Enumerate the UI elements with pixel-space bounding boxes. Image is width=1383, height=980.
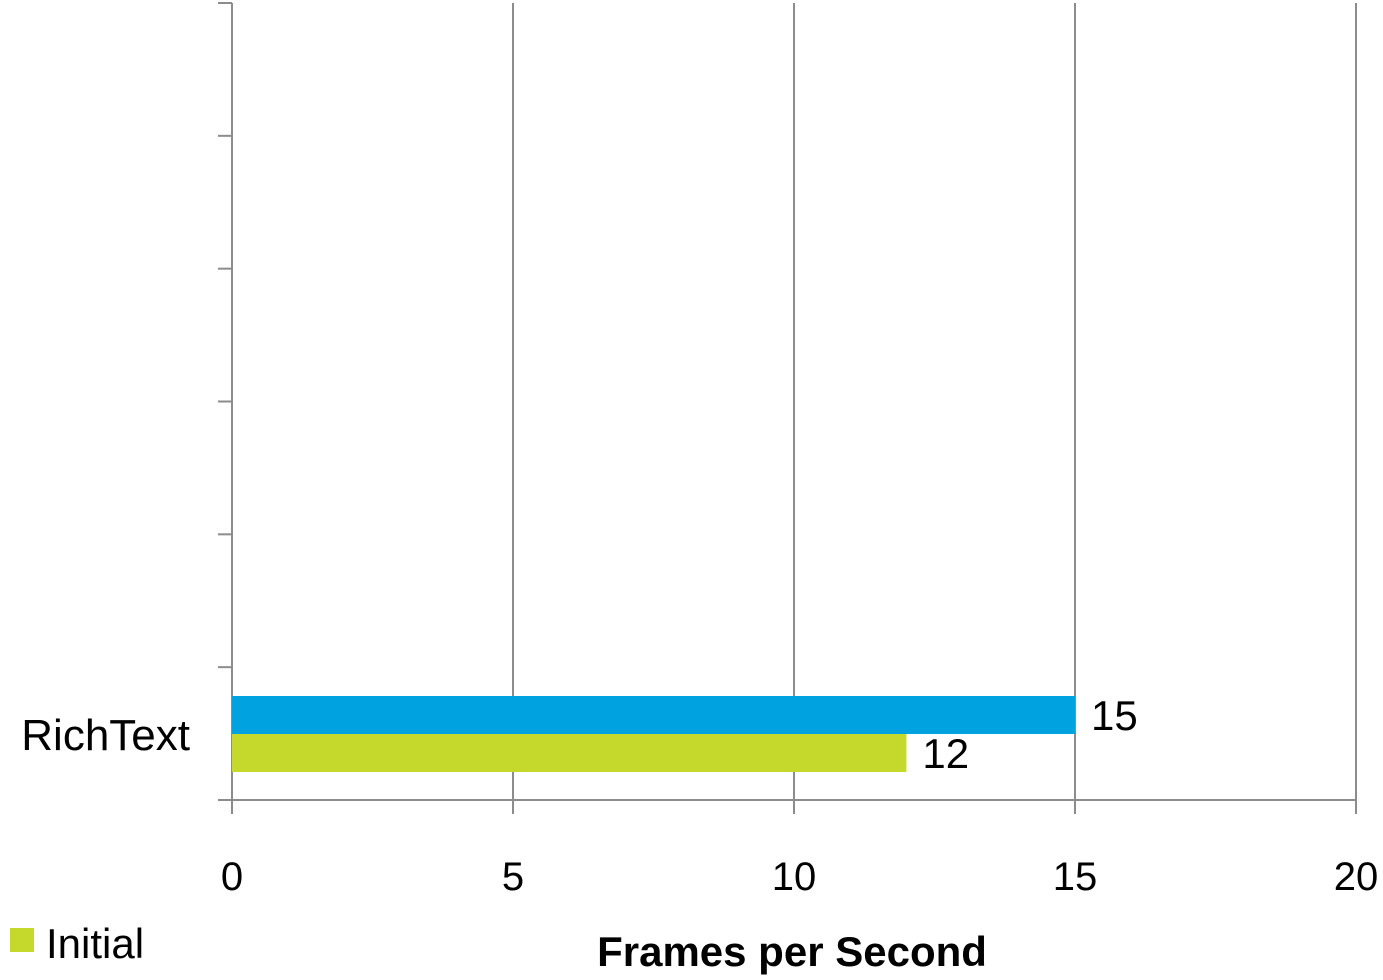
bars xyxy=(232,696,1075,772)
x-tick-label-15: 15 xyxy=(1053,855,1098,899)
x-tick-label-0: 0 xyxy=(221,855,243,899)
legend-swatch-initial xyxy=(10,928,34,952)
x-tick-label-5: 5 xyxy=(502,855,524,899)
bar-series-1-richtext xyxy=(232,696,1075,734)
legend: Initial xyxy=(10,920,144,967)
legend-label-initial: Initial xyxy=(46,920,144,967)
category-label: RichText xyxy=(21,711,190,760)
y-axis xyxy=(218,2,1357,814)
bar-initial-richtext xyxy=(232,734,907,772)
gridlines xyxy=(512,3,1357,800)
data-label-series-1: 15 xyxy=(1091,692,1138,739)
x-axis-tick-labels: 0 5 10 15 20 xyxy=(221,855,1378,899)
data-label-series-2: 12 xyxy=(922,730,969,777)
x-tick-label-20: 20 xyxy=(1334,855,1379,899)
x-tick-label-10: 10 xyxy=(772,855,817,899)
category-labels: RichText xyxy=(21,711,190,760)
x-axis-title: Frames per Second xyxy=(597,928,987,975)
